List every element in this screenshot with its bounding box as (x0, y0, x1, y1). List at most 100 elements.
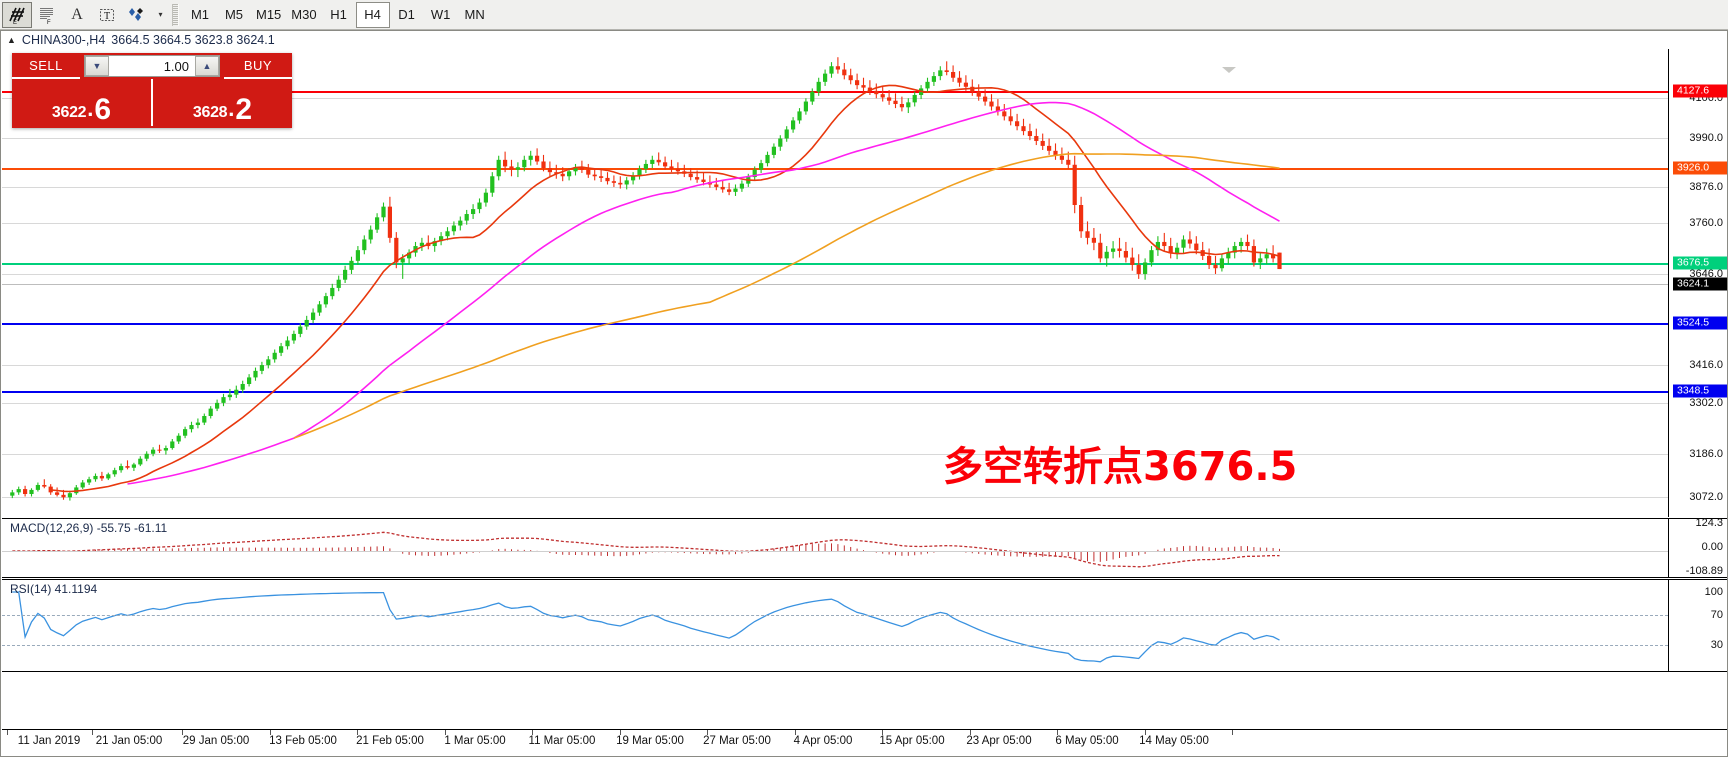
rsi-pane[interactable]: RSI(14) 41.1194 100 70 30 (2, 579, 1727, 672)
price-plot-area[interactable]: 多空转折点3676.5 (2, 49, 1668, 517)
one-click-trading-panel: SELL ▼ 1.00 ▲ BUY 3622 . 6 3628 . 2 (12, 53, 292, 128)
time-axis-tick (92, 730, 93, 735)
text-tool-icon[interactable]: A (71, 5, 83, 23)
time-axis-label: 23 Apr 05:00 (966, 735, 1032, 747)
moving-average-line (50, 84, 1280, 493)
moving-average-line (127, 101, 1280, 485)
time-axis-tick (182, 730, 183, 735)
time-axis-label: 21 Jan 05:00 (95, 735, 163, 747)
timeframe-h1[interactable]: H1 (330, 7, 347, 22)
buy-button[interactable]: BUY (224, 53, 292, 79)
indicators-icon[interactable]: F (32, 2, 62, 28)
timeframe-m5[interactable]: M5 (224, 7, 244, 22)
chart-window: ▲ CHINA300-,H4 3664.5 3664.5 3623.8 3624… (0, 30, 1728, 757)
rsi-level-70 (2, 614, 1668, 616)
level-line-3676-5[interactable] (2, 263, 1668, 265)
symbol-info-bar: ▲ CHINA300-,H4 3664.5 3664.5 3623.8 3624… (1, 31, 1727, 48)
collapse-icon[interactable]: ▲ (7, 34, 16, 45)
time-axis-tick (970, 730, 971, 735)
time-axis-tick (445, 730, 446, 735)
timeframe-d1[interactable]: D1 (398, 7, 415, 22)
rsi-plot-area[interactable] (2, 580, 1668, 671)
trade-panel-header: SELL ▼ 1.00 ▲ BUY (12, 53, 292, 79)
price-axis-label: 3072.0 (1689, 491, 1723, 503)
level-line-3624-1[interactable] (2, 284, 1668, 285)
chart-scroll-handle[interactable] (1222, 61, 1236, 73)
text-label-icon[interactable]: T (92, 2, 122, 28)
volume-stepper[interactable]: ▼ 1.00 ▲ (84, 55, 220, 77)
sell-price[interactable]: 3622 . 6 (12, 79, 153, 126)
level-line-3524-5[interactable] (2, 323, 1668, 325)
buy-price-integer: 3628 (192, 104, 228, 121)
time-axis-label: 13 Feb 05:00 (269, 735, 337, 747)
rsi-line (12, 591, 1280, 663)
gridline (2, 454, 1668, 455)
price-axis[interactable]: 4106.0 3990.0 3876.0 3760.0 3646.0 3416.0 3302… (1668, 49, 1727, 517)
time-axis-tick (1232, 730, 1233, 735)
sell-button[interactable]: SELL (12, 53, 80, 79)
rsi-axis-label: 100 (1704, 586, 1723, 598)
gridline (2, 497, 1668, 498)
gridline (2, 403, 1668, 404)
rsi-label: RSI(14) 41.1194 (10, 582, 98, 596)
price-axis-label: 3302.0 (1689, 397, 1723, 409)
buy-price[interactable]: 3628 . 2 (153, 79, 292, 126)
timeframe-m1[interactable]: M1 (190, 7, 210, 22)
moving-average-line (293, 152, 1280, 439)
price-axis-label: 3186.0 (1689, 448, 1723, 460)
volume-decrease-button[interactable]: ▼ (85, 56, 109, 76)
trade-prices: 3622 . 6 3628 . 2 (12, 79, 292, 126)
price-tag-3624-1[interactable]: 3624.1 (1673, 277, 1727, 291)
level-line-3926-0[interactable] (2, 168, 1668, 170)
chart-annotation-text[interactable]: 多空转折点3676.5 (943, 444, 1298, 490)
level-tag-3348-5[interactable]: 3348.5 (1673, 384, 1727, 398)
rsi-level-30 (2, 644, 1668, 646)
price-pane[interactable]: 多空转折点3676.5 4106.0 3990.0 3876.0 3760.0 3646… (2, 49, 1727, 517)
level-tag-4127-6[interactable]: 4127.6 (1673, 84, 1727, 98)
time-axis-tick (1057, 730, 1058, 735)
svg-text:E: E (13, 20, 17, 25)
gridline (2, 187, 1668, 188)
timeframe-m15[interactable]: M15 (256, 7, 282, 22)
macd-label: MACD(12,26,9) -55.75 -61.11 (10, 521, 168, 535)
macd-pane[interactable]: MACD(12,26,9) -55.75 -61.11 124.3 0.00 -10… (2, 517, 1727, 578)
level-line-3348-5[interactable] (2, 391, 1668, 393)
macd-plot-area[interactable] (2, 519, 1668, 577)
gridline (2, 98, 1668, 99)
time-axis-tick (795, 730, 796, 735)
timeframe-h4[interactable]: H4 (355, 1, 390, 28)
time-axis-tick (357, 730, 358, 735)
gridline (2, 274, 1668, 275)
new-chart-icon[interactable]: E (2, 1, 32, 28)
time-axis-label: 1 Mar 05:00 (444, 735, 506, 747)
level-tag-3676-5[interactable]: 3676.5 (1673, 256, 1727, 270)
objects-dropdown-caret[interactable]: ▾ (152, 2, 168, 28)
sell-price-decimal: 6 (94, 92, 112, 126)
timeframe-m30[interactable]: M30 (291, 7, 317, 22)
level-line-4127-6[interactable] (2, 91, 1668, 93)
time-axis-tick (532, 730, 533, 735)
time-axis-label: 11 Mar 05:00 (528, 735, 596, 747)
time-axis-tick (620, 730, 621, 735)
level-tag-3524-5[interactable]: 3524.5 (1673, 316, 1727, 330)
timeframe-w1[interactable]: W1 (430, 7, 451, 22)
time-axis-tick (707, 730, 708, 735)
time-axis-label: 29 Jan 05:00 (182, 735, 250, 747)
symbol-ohlc: 3664.5 3664.5 3623.8 3624.1 (111, 32, 275, 47)
rsi-axis: 100 70 30 (1668, 580, 1727, 671)
volume-increase-button[interactable]: ▲ (195, 56, 219, 76)
macd-zero-line (2, 551, 1668, 552)
time-axis-label: 6 May 05:00 (1055, 735, 1119, 747)
symbol-name: CHINA300-,H4 (21, 32, 106, 47)
time-axis-label: 21 Feb 05:00 (356, 735, 424, 747)
objects-icon[interactable] (122, 2, 152, 28)
timeframe-mn[interactable]: MN (464, 7, 485, 22)
rsi-axis-label: 70 (1710, 608, 1723, 621)
gridline (2, 223, 1668, 224)
price-axis-label: 3646.0 (1689, 268, 1723, 280)
time-axis-label: 11 Jan 2019 (17, 735, 81, 747)
level-tag-3926-0[interactable]: 3926.0 (1673, 161, 1727, 175)
volume-input[interactable]: 1.00 (163, 58, 189, 74)
time-axis[interactable]: 11 Jan 2019 21 Jan 05:00 29 Jan 05:00 13 Fe… (2, 729, 1727, 756)
rsi-series (12, 591, 1280, 663)
